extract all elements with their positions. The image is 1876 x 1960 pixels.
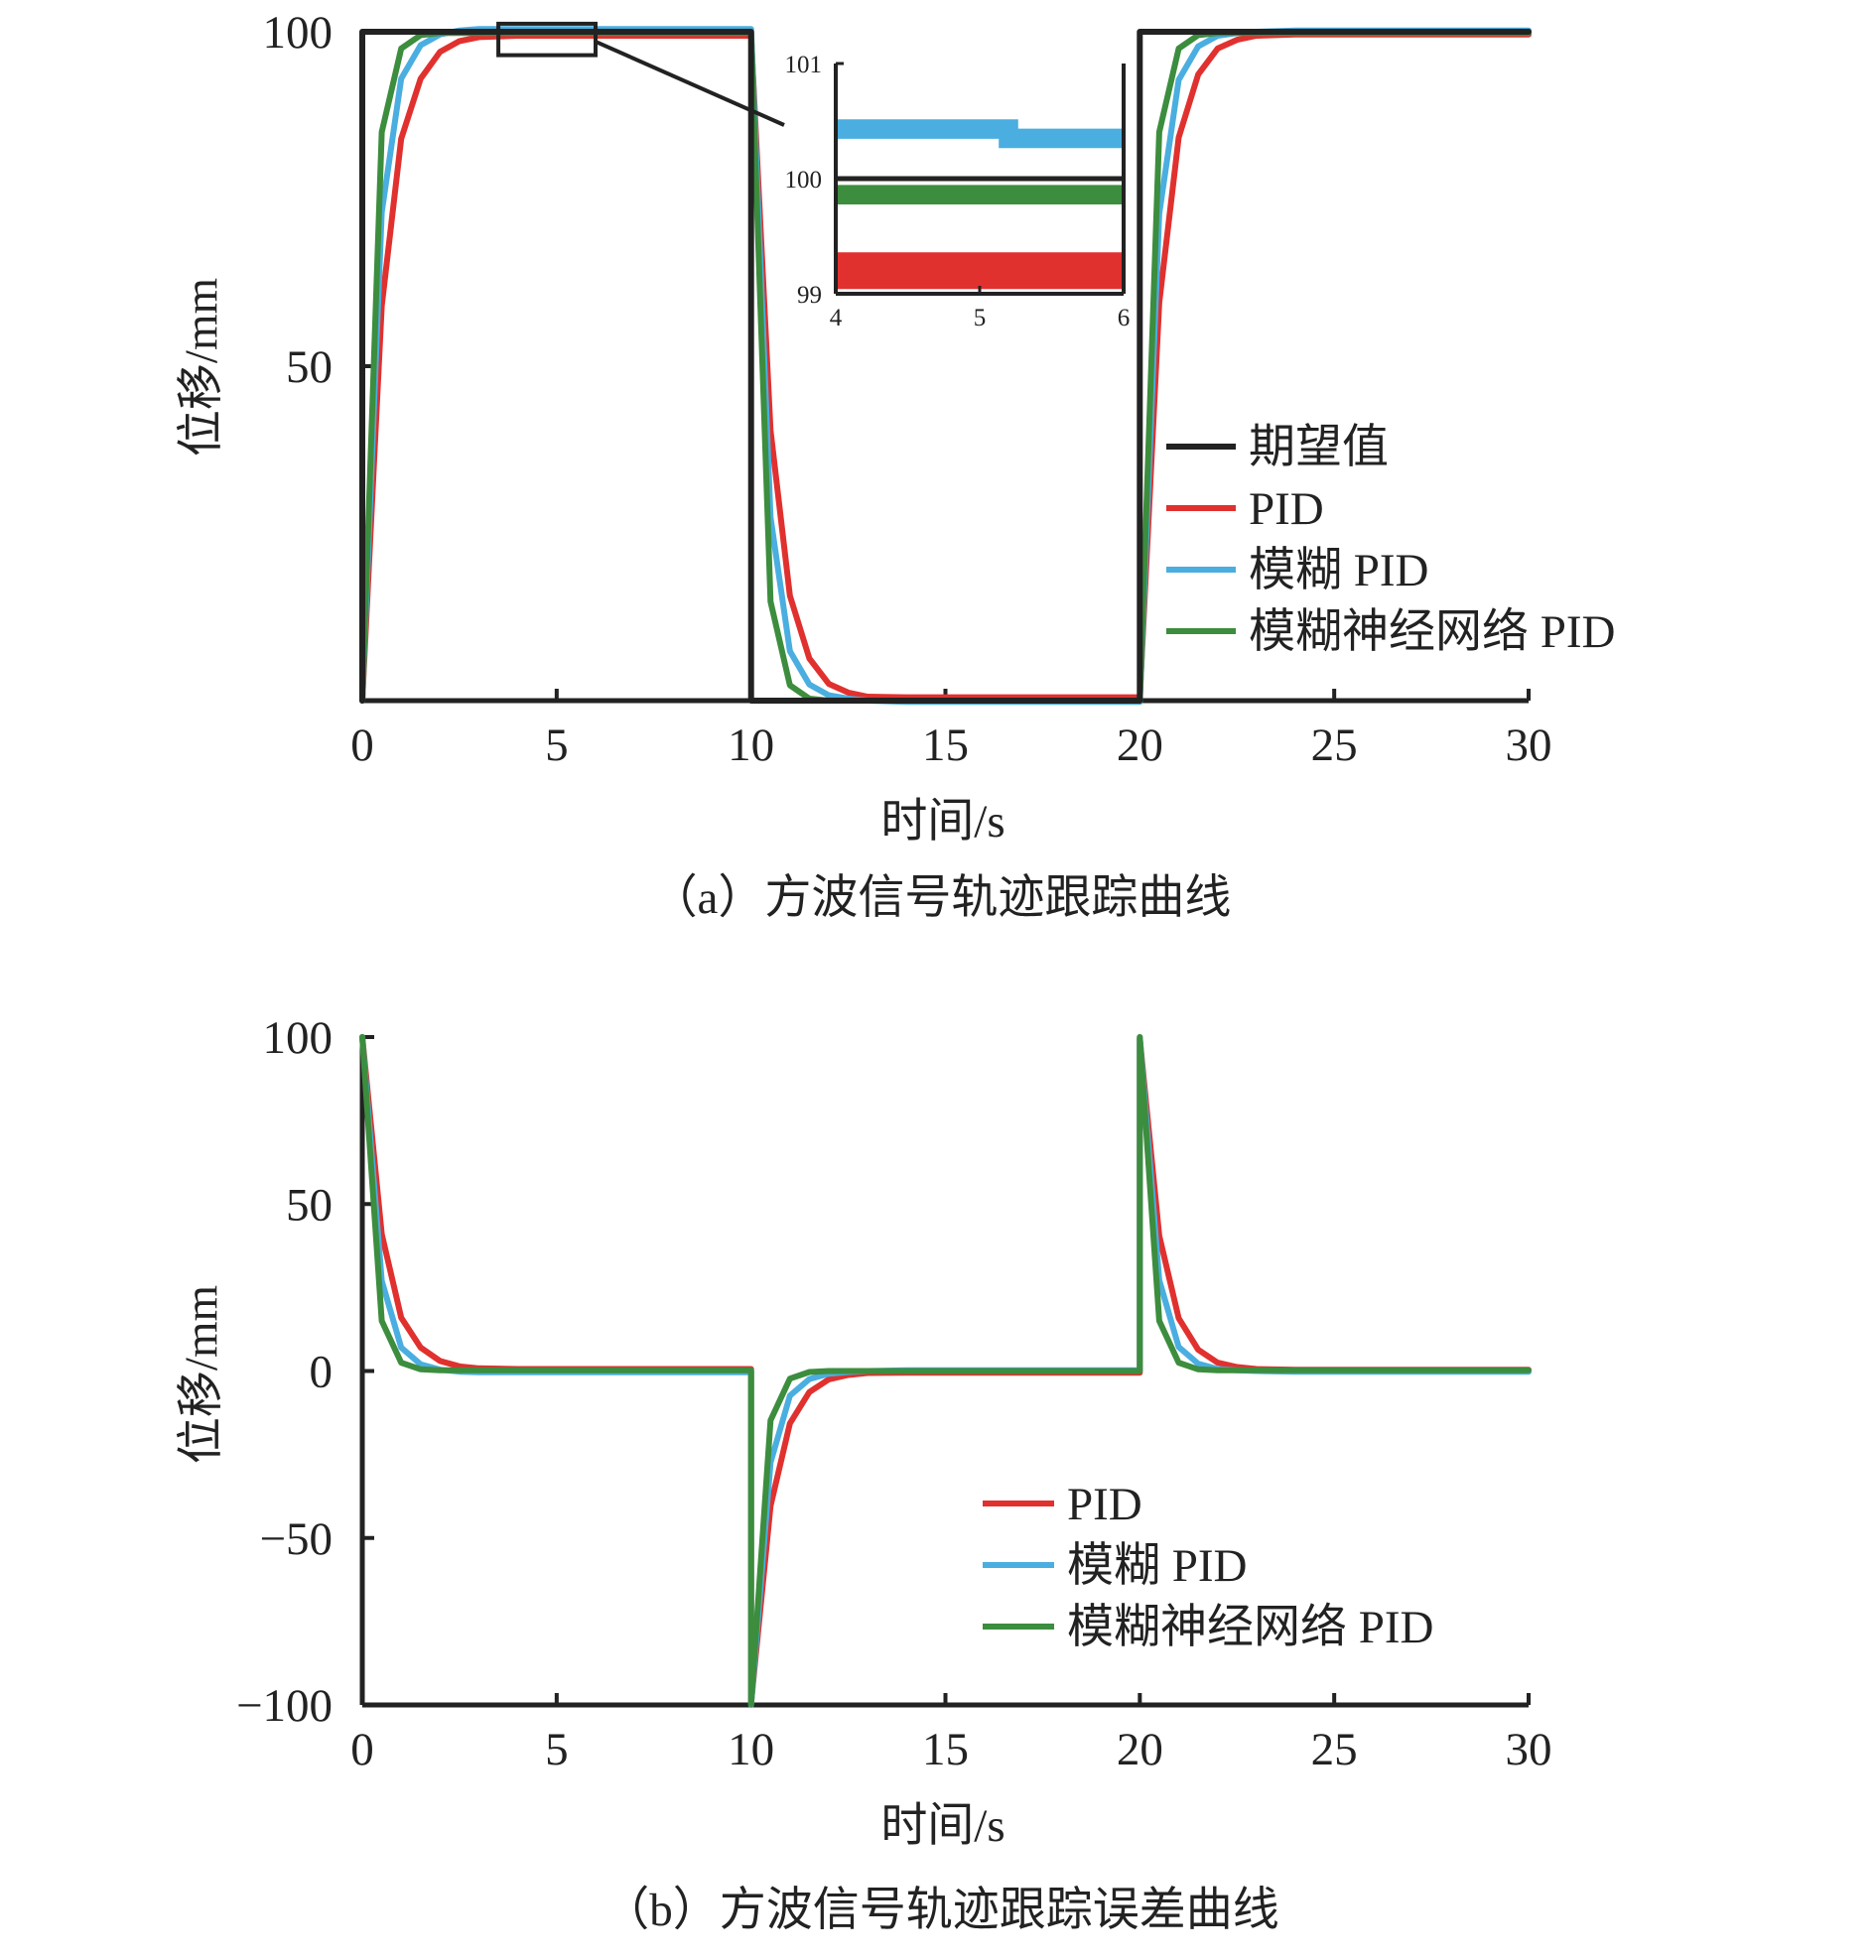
inset-ticks: 4 5 6 99 100 101 <box>785 52 1131 331</box>
panel-b-error-chart: −100 −50 0 50 100 0 5 10 15 20 25 30 位移/mm 时间/s （b… <box>176 1012 1552 1936</box>
inset-x-tick-label-4: 4 <box>830 305 843 331</box>
inset-y-tick-label-101: 101 <box>785 52 823 78</box>
x-tick-label-5: 5 <box>545 1724 569 1775</box>
legend-item-fnn-pid: 模糊神经网络 PID <box>983 1602 1433 1653</box>
series-line-pid <box>359 31 1532 704</box>
panel-a-y-ticks: 50 100 <box>263 7 374 393</box>
legend-item-pid: PID <box>983 1479 1142 1530</box>
x-tick-label-15: 15 <box>922 719 969 771</box>
x-tick-label-25: 25 <box>1311 1724 1358 1775</box>
series-line-fnn <box>359 1034 1532 1708</box>
legend-item-fnn-pid: 模糊神经网络 PID <box>1166 606 1615 658</box>
inset-y-tick-label-100: 100 <box>785 167 823 194</box>
legend-label-desired: 期望值 <box>1249 422 1389 473</box>
x-tick-label-10: 10 <box>728 719 774 771</box>
y-tick-label-50: 50 <box>286 341 333 393</box>
zoom-region-box <box>496 21 599 58</box>
legend-label-fuzzy-pid: 模糊 PID <box>1067 1540 1247 1592</box>
panel-b-caption: （b）方波信号轨迹跟踪误差曲线 <box>603 1885 1279 1936</box>
x-tick-label-0: 0 <box>350 1724 374 1775</box>
inset-x-tick-label-6: 6 <box>1118 305 1131 331</box>
panel-a-legend: 期望值 PID 模糊 PID 模糊神经网络 PID <box>1166 422 1615 658</box>
legend-label-fuzzy-pid: 模糊 PID <box>1249 545 1428 596</box>
panel-a-x-ticks: 0 5 10 15 20 25 30 <box>350 689 1552 771</box>
panel-b-x-label: 时间/s <box>880 1800 1005 1852</box>
x-tick-label-30: 30 <box>1506 719 1552 771</box>
x-tick-label-0: 0 <box>350 719 374 771</box>
inset-y-tick-label-99: 99 <box>797 282 822 309</box>
panel-b-y-ticks: −100 −50 0 50 100 <box>236 1012 374 1732</box>
inset-zoom-chart: 4 5 6 99 100 101 <box>785 52 1131 331</box>
y-tick-label-0: 0 <box>310 1347 334 1398</box>
zoom-connector-line <box>595 40 785 127</box>
panel-a-caption: （a）方波信号轨迹跟踪曲线 <box>651 872 1232 924</box>
inset-x-tick-label-5: 5 <box>974 305 987 331</box>
x-tick-label-10: 10 <box>728 1724 774 1775</box>
panel-a-series <box>359 26 1532 706</box>
y-tick-label-100: 100 <box>263 1012 334 1064</box>
legend-label-pid: PID <box>1067 1479 1142 1530</box>
inset-series-fuzzy <box>836 119 1124 149</box>
legend-item-fuzzy-pid: 模糊 PID <box>1166 545 1428 596</box>
panel-a-y-label: 位移/mm <box>176 278 227 457</box>
legend-item-pid: PID <box>1166 483 1324 535</box>
x-tick-label-20: 20 <box>1117 719 1163 771</box>
y-tick-label--100: −100 <box>236 1680 333 1732</box>
x-tick-label-15: 15 <box>922 1724 969 1775</box>
legend-label-fnn-pid: 模糊神经网络 PID <box>1067 1602 1433 1653</box>
panel-a-tracking-chart: 50 100 0 5 10 15 20 25 30 4 5 6 99 100 101 位移/mm 时间/… <box>176 7 1615 924</box>
series-line-desired <box>359 29 1532 704</box>
panel-b-x-ticks: 0 5 10 15 20 25 30 <box>350 1693 1552 1775</box>
y-tick-label--50: −50 <box>259 1513 333 1565</box>
panel-b-legend: PID 模糊 PID 模糊神经网络 PID <box>983 1479 1433 1653</box>
y-tick-label-50: 50 <box>286 1179 333 1231</box>
legend-item-desired: 期望值 <box>1166 422 1389 473</box>
series-line-pid <box>359 1034 1532 1706</box>
panel-a-x-label: 时间/s <box>880 796 1005 848</box>
panel-b-y-label: 位移/mm <box>176 1285 227 1464</box>
legend-item-fuzzy-pid: 模糊 PID <box>983 1540 1247 1592</box>
x-tick-label-5: 5 <box>545 719 569 771</box>
y-tick-label-100: 100 <box>263 7 334 59</box>
legend-label-pid: PID <box>1249 483 1324 535</box>
x-tick-label-25: 25 <box>1311 719 1358 771</box>
legend-label-fnn-pid: 模糊神经网络 PID <box>1249 606 1615 658</box>
panel-b-series <box>359 1034 1532 1708</box>
x-tick-label-20: 20 <box>1117 1724 1163 1775</box>
x-tick-label-30: 30 <box>1506 1724 1552 1775</box>
inset-series <box>836 119 1124 290</box>
